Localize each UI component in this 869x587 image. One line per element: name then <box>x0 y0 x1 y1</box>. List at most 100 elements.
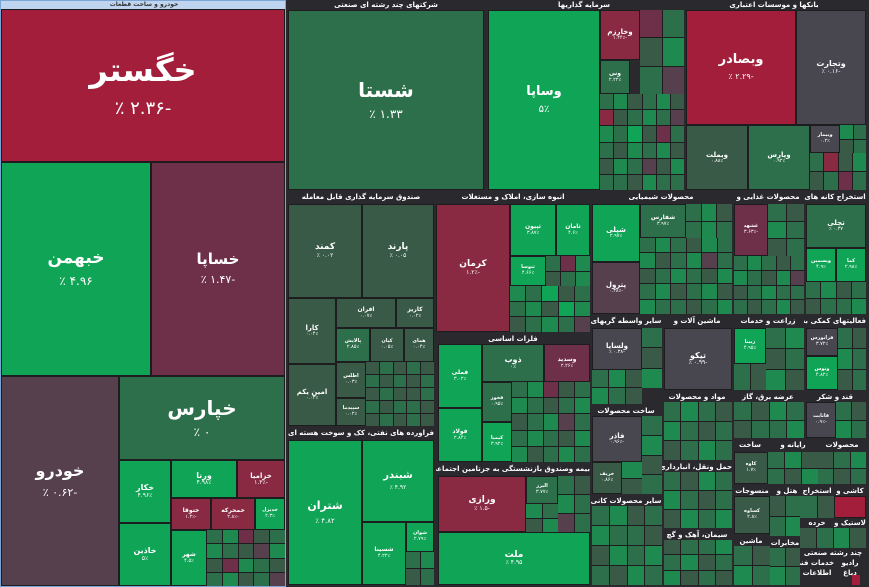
sector-header-aux: فعالیتهای کمکی به <box>804 317 866 325</box>
tile-khtuka[interactable]: ختوقا -۱.۲٪ <box>171 498 211 530</box>
investment-small-tiles <box>640 10 684 94</box>
tile-melt[interactable]: ملت ۴.۹۵ ٪ <box>438 532 590 585</box>
tile-kharb[interactable]: خریف ۰.۸۶٪ <box>592 462 622 494</box>
tile-name: کمند <box>314 242 336 253</box>
tile-value: -۱.۲٪ <box>466 268 480 276</box>
tile-khegostar[interactable]: خگستر -۲.۳۶ ٪ <box>1 9 285 162</box>
tile-name: پارند <box>387 242 409 253</box>
tile-khodro[interactable]: خودرو -۰.۶۲ ٪ <box>1 376 119 586</box>
tile-fulad[interactable]: فولاد ۲.۸۴٪ <box>438 408 482 462</box>
tile-kamand[interactable]: کمند ۰.۰۲ ٪ <box>288 204 362 298</box>
products-mosaic <box>818 452 866 484</box>
tile-name: وتجارت <box>816 59 846 69</box>
tile-shafars[interactable]: شفارس ۳.۹۷٪ <box>640 204 686 238</box>
tile-name: وبصادر <box>718 52 764 68</box>
tile-shvan[interactable]: شوان ۲.۷۹٪ <box>406 522 434 552</box>
tile-thaman[interactable]: ثامان ۴.۶٪ <box>556 204 590 256</box>
tile-khsapa[interactable]: خساپا -۱.۴۷ ٪ <box>151 162 285 376</box>
sector-header-products: محصولات <box>825 441 859 449</box>
tile-vsadid[interactable]: وسدید ۲.۲۶٪ <box>544 344 590 382</box>
transport-mosaic <box>664 472 732 528</box>
tile-vtejarat[interactable]: وتجارت -۰.۱۶ ٪ <box>796 10 866 125</box>
tile-aminikom[interactable]: امین یکم ۰.۰۲٪ <box>288 364 336 426</box>
tile-fkhar[interactable]: فاذر -۰.۹۶٪ <box>592 416 642 462</box>
tile-value: ۰.۰۳٪ <box>344 379 358 385</box>
tile-khakar[interactable]: خکار ۴.۹۶٪ <box>119 460 171 523</box>
tile-khpars[interactable]: خپارس ۰ ٪ <box>119 376 285 460</box>
tile-value: ۰.۰۲٪ <box>344 411 358 417</box>
tile-value: ۰٪ <box>509 363 517 371</box>
tile-value: ۳.۸۷٪ <box>526 229 540 236</box>
sector-header-textiles: منسوجات <box>735 487 769 495</box>
tile-kama[interactable]: کما ۲.۹۸٪ <box>836 248 866 282</box>
tile-khazin[interactable]: خاذین ۵٪ <box>119 523 171 586</box>
tile-vartna[interactable]: ورنا ۴.۹۸٪ <box>171 460 237 498</box>
sector-header-hotel: هتل و <box>776 487 798 495</box>
tile-tajli[interactable]: تجلی ۰.۳۷ ٪ <box>806 204 866 248</box>
tile-vbmellat[interactable]: وبملت ۰.۸۸٪ <box>686 125 748 190</box>
computer-mosaic <box>768 452 818 484</box>
tile-shtaran[interactable]: شتران ۴.۸۲ ٪ <box>288 440 362 585</box>
tile-kama2[interactable]: کساوه ۲.۸٪ <box>734 496 770 534</box>
tile-zob[interactable]: ذوب ۰٪ <box>482 344 544 382</box>
tile-value: ۲.۸۴٪ <box>453 434 467 441</box>
tile-shasta[interactable]: شستا ۱.۳۳ ٪ <box>288 10 484 190</box>
tile-palayesh[interactable]: پالایش ۲.۸۵٪ <box>336 328 370 362</box>
tile-kara[interactable]: کارا ۰.۰۴٪ <box>288 298 336 364</box>
tile-shbandar[interactable]: شبندر ۴.۹۲ ٪ <box>362 440 434 522</box>
tile-khdizl[interactable]: خدیزل ۲.۳٪ <box>255 498 285 530</box>
tile-khbahman[interactable]: خبهمن ۴.۹۶ ٪ <box>1 162 151 376</box>
tile-vsapa[interactable]: وساپا ۵٪ <box>488 10 600 190</box>
tile-name: خودرو <box>35 461 85 481</box>
tile-value: ۳.۷۲٪ <box>815 341 829 347</box>
tile-hamay[interactable]: همای ۰.۰۴٪ <box>404 328 434 362</box>
tile-value: ۴.۹۶ ٪ <box>59 273 93 288</box>
tile-kariz[interactable]: کاریز ۰.۰۲٪ <box>396 298 434 328</box>
tile-kalavand[interactable]: کاوه ۱.۷٪ <box>734 452 768 484</box>
tile-zbina[interactable]: زبینا ۴.۹۵٪ <box>734 328 766 364</box>
tile-kian[interactable]: کیان ۰.۰۵٪ <box>370 328 404 362</box>
tile-tiko[interactable]: تیکو -۰.۹۹ ٪ <box>664 328 732 390</box>
tile-name: تجلی <box>827 219 845 228</box>
tile-vbima[interactable]: البرز ۳.۷۷٪ <box>526 476 558 504</box>
tile-varazi[interactable]: ورازی -۱.۵ ٪ <box>438 476 526 532</box>
tile-name: ثنوسا <box>521 264 535 271</box>
tile-afran[interactable]: افران ۰.۰۷٪ <box>336 298 396 328</box>
tile-value: ۲.۹۸٪ <box>844 264 858 270</box>
tile-thisun[interactable]: ثپیون ۳.۸۷٪ <box>510 204 556 256</box>
sector-header-insurance: بیمه وصندوق بازنشستگی به جزتامین اجتماعی <box>436 465 590 473</box>
tile-shepli[interactable]: شپلی ۲.۹۷٪ <box>592 204 640 262</box>
tile-kbama[interactable]: کیمیا ۳.۹۲٪ <box>482 422 512 462</box>
tile-farvar[interactable]: فرابورس ۳.۷۲٪ <box>806 328 838 356</box>
tile-vlsapa[interactable]: ولساپا -۰.۳۸ ٪ <box>592 328 642 370</box>
agriculture-mosaic-2 <box>734 364 766 390</box>
tile-value: -۲.۸٪ <box>227 513 239 520</box>
tile-atlas[interactable]: اطلس ۰.۰۳٪ <box>336 362 366 398</box>
tile-vbsader[interactable]: وبصادر -۲.۲۹ ٪ <box>686 10 796 125</box>
tile-thosa[interactable]: ثنوسا ۴.۶۶٪ <box>510 256 546 286</box>
tile-fkhuz[interactable]: فخوز ۰.۹۵٪ <box>482 382 512 422</box>
materials-mosaic <box>664 402 732 460</box>
refining-mosaic <box>406 552 434 585</box>
tile-khmehrkeh[interactable]: خمحرکه -۲.۸٪ <box>211 498 255 530</box>
tile-value: -۱.۴۷ ٪ <box>200 273 236 287</box>
tile-ghshahd[interactable]: غشهد -۳.۶۳٪ <box>734 204 768 256</box>
tile-vkharazm[interactable]: وخارزم -۱.۴۴٪ <box>600 10 640 60</box>
tile-sepidma[interactable]: سپیدما ۰.۰۲٪ <box>336 398 366 426</box>
tile-kagheza[interactable]: قاثابت -۰.۹٪ <box>806 402 836 438</box>
tile-vpars[interactable]: وپارس ۰.۹۲٪ <box>748 125 810 190</box>
tile-shahr[interactable]: شهر ۴.۵٪ <box>171 530 207 586</box>
tile-kerman[interactable]: کرمان -۱.۲٪ <box>436 204 510 332</box>
tile-name: خپارس <box>167 395 237 420</box>
tile-vtos[interactable]: وتوس ۴.۸۲٪ <box>806 356 838 390</box>
tile-parand[interactable]: پارند ۰.۰۵ ٪ <box>362 204 434 298</box>
tile-vbsmin[interactable]: وبسمین ۴.۹٪ <box>806 248 836 282</box>
tile-shsina[interactable]: شسینا ۴.۲۲٪ <box>362 522 406 585</box>
tile-vbimar[interactable]: وبیمار ۰.۲٪ <box>810 125 840 153</box>
tile-petrol[interactable]: پترول -۰.۳۸٪ <box>592 262 640 314</box>
tile-fmli[interactable]: فملی ۳.۰۲٪ <box>438 344 482 408</box>
sector-header-manufacture: ساخت <box>739 441 761 449</box>
tile-name: همای <box>412 338 426 345</box>
tile-khzamia[interactable]: خزامیا -۱.۳٪ <box>237 460 285 498</box>
tile-vni[interactable]: ونی ۲.۲۲٪ <box>600 60 630 94</box>
